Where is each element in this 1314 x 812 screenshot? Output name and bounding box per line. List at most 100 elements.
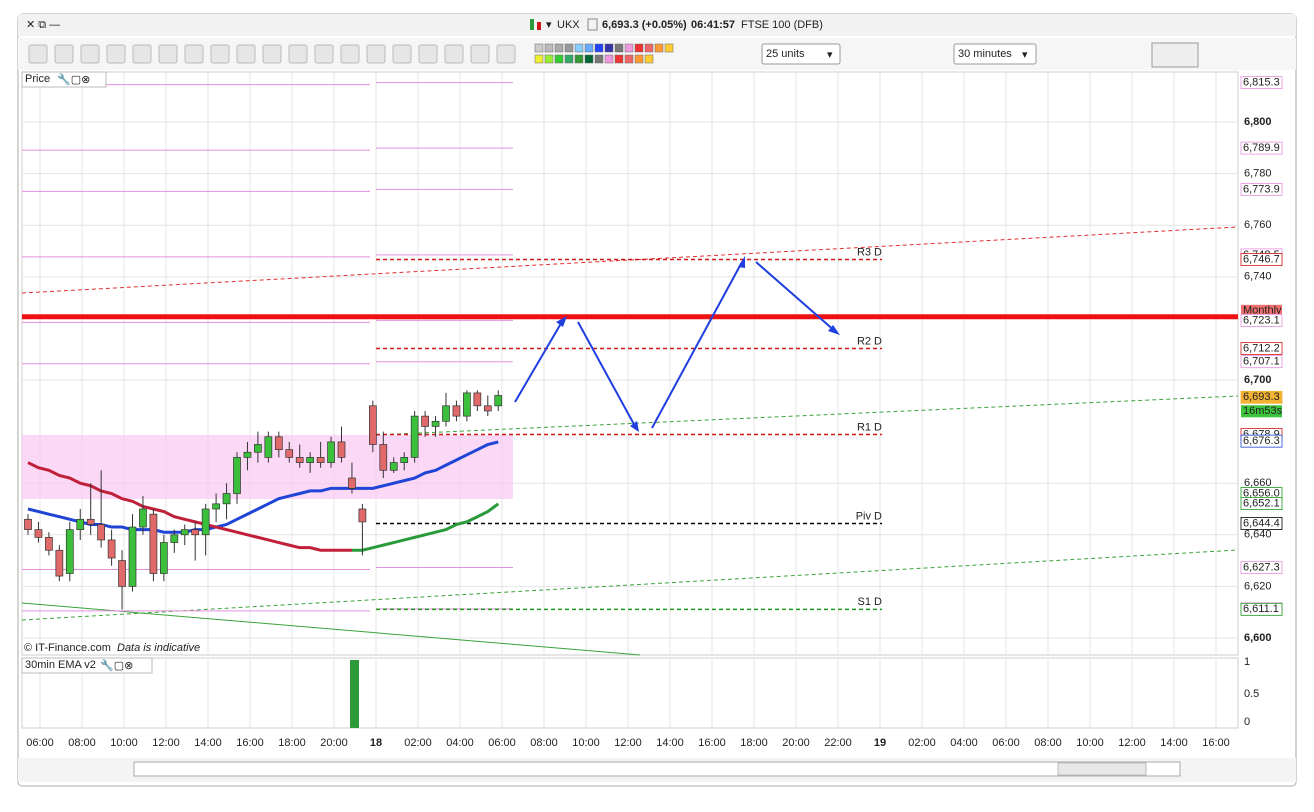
color-swatch[interactable] bbox=[664, 43, 674, 53]
arrow bbox=[514, 319, 564, 403]
color-swatch[interactable] bbox=[624, 54, 634, 64]
chart-type-button[interactable] bbox=[1151, 42, 1199, 68]
indicator-panel bbox=[21, 657, 1239, 729]
tool-button[interactable] bbox=[366, 44, 386, 64]
panel-label: 30min EMA v2 bbox=[25, 659, 96, 671]
price-marker: 6,611.1 bbox=[1243, 603, 1279, 615]
tool-button[interactable] bbox=[236, 44, 256, 64]
color-swatch[interactable] bbox=[604, 43, 614, 53]
color-swatch[interactable] bbox=[584, 54, 594, 64]
x-tick-label: 02:00 bbox=[908, 737, 936, 749]
dropdown-arrow[interactable]: ▾ bbox=[827, 49, 833, 61]
candle-body bbox=[337, 441, 346, 458]
interval[interactable]: 30 minutes bbox=[958, 48, 1012, 60]
trend-line bbox=[375, 395, 1239, 436]
color-swatch[interactable] bbox=[614, 43, 624, 53]
color-swatch[interactable] bbox=[574, 54, 584, 64]
color-swatch[interactable] bbox=[544, 43, 554, 53]
disclaimer: Data is indicative bbox=[117, 642, 200, 654]
tool-button[interactable] bbox=[314, 44, 334, 64]
color-swatch[interactable] bbox=[534, 54, 544, 64]
x-tick-label: 10:00 bbox=[110, 737, 138, 749]
candle-body bbox=[295, 457, 304, 463]
x-tick-label: 06:00 bbox=[26, 737, 54, 749]
price-marker-box bbox=[1240, 602, 1283, 616]
tool-button[interactable] bbox=[392, 44, 412, 64]
scroll-thumb[interactable] bbox=[1057, 762, 1147, 776]
x-tick-label: 12:00 bbox=[1118, 737, 1146, 749]
info-icon[interactable] bbox=[587, 18, 598, 31]
x-tick-label: 18:00 bbox=[740, 737, 768, 749]
candle-body bbox=[233, 457, 241, 494]
dropdown-arrow[interactable]: ▾ bbox=[1022, 49, 1028, 61]
candle-body bbox=[118, 560, 126, 587]
tool-button[interactable] bbox=[184, 44, 204, 64]
color-swatch[interactable] bbox=[614, 54, 624, 64]
color-swatch[interactable] bbox=[634, 43, 644, 53]
candle-body bbox=[316, 457, 325, 463]
panel-tools[interactable]: 🔧▢⊗ bbox=[57, 72, 90, 86]
color-swatch[interactable] bbox=[554, 54, 564, 64]
tool-button[interactable] bbox=[80, 44, 100, 64]
tool-button[interactable] bbox=[54, 44, 74, 64]
price-marker: 6,656.0 bbox=[1243, 487, 1280, 499]
price-marker-box bbox=[1240, 561, 1283, 574]
color-swatch[interactable] bbox=[594, 54, 604, 64]
color-swatch[interactable] bbox=[624, 43, 634, 53]
panel-tools[interactable]: 🔧▢⊗ bbox=[100, 658, 133, 672]
symbol: UKX bbox=[557, 19, 580, 31]
color-swatch[interactable] bbox=[574, 43, 584, 53]
tool-icons bbox=[28, 43, 674, 64]
pivot-label: R3 D bbox=[857, 246, 882, 258]
color-swatch[interactable] bbox=[564, 43, 574, 53]
tool-button[interactable] bbox=[210, 44, 230, 64]
candle-body bbox=[348, 477, 356, 489]
color-swatch[interactable] bbox=[564, 54, 574, 64]
scrollbar[interactable] bbox=[133, 761, 1181, 777]
x-tick-label: 18:00 bbox=[278, 737, 306, 749]
interval-dropdown[interactable] bbox=[953, 43, 1037, 65]
x-tick-label: 20:00 bbox=[320, 737, 348, 749]
y-tick-label: 6,640 bbox=[1244, 529, 1272, 541]
candle-body bbox=[191, 529, 200, 536]
window-buttons[interactable]: ✕ ⧉ — bbox=[26, 19, 60, 31]
color-swatch[interactable] bbox=[634, 54, 644, 64]
tool-button[interactable] bbox=[288, 44, 308, 64]
y-tick-label: 6,700 bbox=[1244, 374, 1272, 386]
color-swatch[interactable] bbox=[654, 43, 664, 53]
color-swatch[interactable] bbox=[604, 54, 614, 64]
price-marker-box bbox=[1240, 497, 1283, 510]
color-swatch[interactable] bbox=[644, 43, 654, 53]
tool-button[interactable] bbox=[158, 44, 178, 64]
candle-body bbox=[327, 441, 335, 463]
units[interactable]: 25 units bbox=[766, 48, 805, 60]
color-swatch[interactable] bbox=[594, 43, 604, 53]
indicator-spike bbox=[350, 660, 359, 728]
x-tick-label: 02:00 bbox=[404, 737, 432, 749]
x-tick-label: 10:00 bbox=[1076, 737, 1104, 749]
color-swatch[interactable] bbox=[584, 43, 594, 53]
x-tick-label: 14:00 bbox=[656, 737, 684, 749]
units-dropdown[interactable] bbox=[761, 43, 841, 65]
candle-body bbox=[400, 457, 409, 463]
tool-button[interactable] bbox=[132, 44, 152, 64]
candle-body bbox=[452, 405, 461, 417]
arrow bbox=[755, 261, 837, 333]
x-tick-label: 14:00 bbox=[1160, 737, 1188, 749]
color-swatch[interactable] bbox=[534, 43, 544, 53]
tool-button[interactable] bbox=[470, 44, 490, 64]
color-swatch[interactable] bbox=[544, 54, 554, 64]
arrow-head bbox=[738, 256, 745, 268]
tool-button[interactable] bbox=[444, 44, 464, 64]
tool-button[interactable] bbox=[28, 44, 48, 64]
price-marker: 6,746.7 bbox=[1243, 253, 1280, 265]
color-swatch[interactable] bbox=[554, 43, 564, 53]
tool-button[interactable] bbox=[496, 44, 516, 64]
tool-button[interactable] bbox=[106, 44, 126, 64]
tool-button[interactable] bbox=[418, 44, 438, 64]
dropdown-arrow[interactable]: ▾ bbox=[546, 19, 552, 31]
tool-button[interactable] bbox=[340, 44, 360, 64]
color-swatch[interactable] bbox=[644, 54, 654, 64]
tool-button[interactable] bbox=[262, 44, 282, 64]
